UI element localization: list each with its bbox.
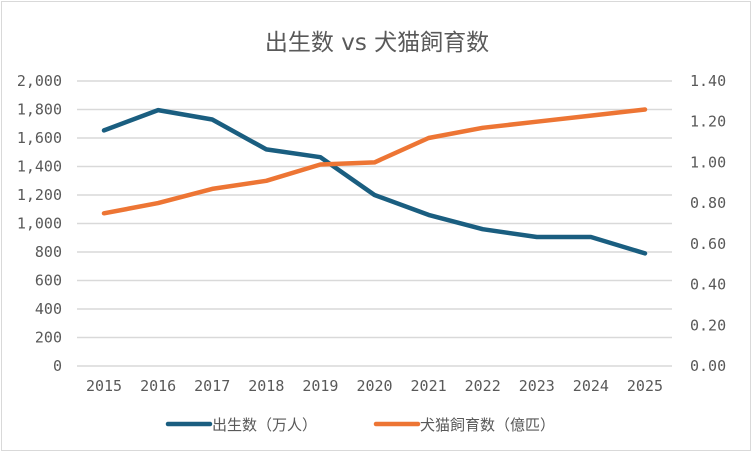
left-axis: 0 200 400 600 800 1,000 1,200 1,400 1,600 1,800 2,… <box>17 72 62 375</box>
x-tick-label: 2020 <box>356 377 392 395</box>
series-births <box>101 107 648 256</box>
right-tick-label: 0.80 <box>690 194 726 212</box>
x-tick-label: 2023 <box>519 377 555 395</box>
series-line <box>101 107 648 216</box>
legend: 出生数（万人） 犬猫飼育数（億匹） <box>165 416 555 434</box>
right-tick-label: 1.40 <box>690 72 726 90</box>
left-tick-label: 0 <box>53 357 62 375</box>
right-tick-label: 0.00 <box>690 357 726 375</box>
left-tick-label: 1,000 <box>17 215 62 233</box>
x-axis: 2015 2016 2017 2018 2019 2020 2021 2022 2023 2024… <box>86 377 663 395</box>
left-tick-label: 200 <box>35 329 62 347</box>
x-tick-label: 2015 <box>86 377 122 395</box>
left-tick-label: 2,000 <box>17 72 62 90</box>
left-tick-label: 400 <box>35 300 62 318</box>
x-tick-label: 2017 <box>194 377 230 395</box>
x-tick-label: 2025 <box>627 377 663 395</box>
series-layer <box>101 107 648 256</box>
legend-item: 出生数（万人） <box>165 416 317 434</box>
right-tick-label: 1.20 <box>690 113 726 131</box>
legend-item: 犬猫飼育数（億匹） <box>373 416 555 434</box>
x-tick-label: 2019 <box>302 377 338 395</box>
left-tick-label: 600 <box>35 272 62 290</box>
series-pets <box>101 107 648 216</box>
left-tick-label: 1,200 <box>17 186 62 204</box>
right-tick-label: 1.00 <box>690 153 726 171</box>
x-tick-label: 2022 <box>465 377 501 395</box>
right-tick-label: 0.60 <box>690 235 726 253</box>
x-tick-label: 2021 <box>411 377 447 395</box>
legend-label: 出生数（万人） <box>212 416 317 434</box>
left-tick-label: 1,600 <box>17 129 62 147</box>
right-axis: 0.00 0.20 0.40 0.60 0.80 1.00 1.20 1.40 <box>690 72 726 375</box>
right-tick-label: 0.40 <box>690 276 726 294</box>
series-line <box>101 107 648 256</box>
legend-label: 犬猫飼育数（億匹） <box>420 416 555 434</box>
left-tick-label: 1,800 <box>17 101 62 119</box>
left-tick-label: 800 <box>35 243 62 261</box>
chart-title: 出生数 vs 犬猫飼育数 <box>265 30 489 56</box>
right-tick-label: 0.20 <box>690 316 726 334</box>
left-tick-label: 1,400 <box>17 158 62 176</box>
x-tick-label: 2018 <box>248 377 284 395</box>
x-tick-label: 2024 <box>573 377 609 395</box>
gridlines <box>77 80 672 367</box>
x-tick-label: 2016 <box>140 377 176 395</box>
